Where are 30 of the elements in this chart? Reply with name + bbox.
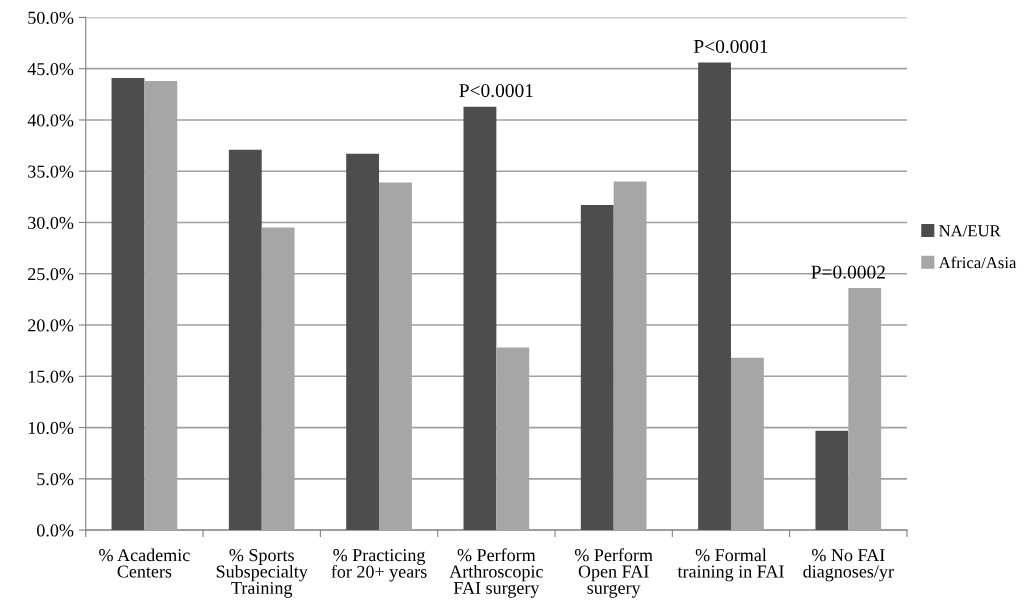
x-tick-label: % Sports Subspecialty Training bbox=[216, 549, 308, 598]
x-tick-label: % Practicing for 20+ years bbox=[331, 549, 427, 582]
x-tick-label: % No FAI diagnoses/yr bbox=[803, 549, 894, 582]
legend-label: Africa/Asia bbox=[938, 256, 1017, 269]
bar bbox=[463, 106, 497, 531]
annotation: P=0.0002 bbox=[811, 265, 885, 279]
bar bbox=[346, 153, 380, 531]
y-tick-label: 25.0% bbox=[28, 268, 74, 281]
annotation: P<0.0001 bbox=[459, 84, 533, 98]
legend-label: NA/EUR bbox=[939, 225, 1001, 237]
y-tick-label: 20.0% bbox=[28, 319, 74, 332]
bar bbox=[228, 149, 262, 531]
x-tick-label: % Perform Arthroscopic FAI surgery bbox=[449, 548, 543, 598]
bar bbox=[111, 77, 145, 531]
y-tick-label: 5.0% bbox=[37, 473, 74, 486]
y-tick-label: 40.0% bbox=[27, 114, 74, 127]
y-tick-label: 10.0% bbox=[28, 421, 74, 435]
x-tick-label: % Formal training in FAI bbox=[677, 548, 784, 582]
y-tick-label: 15.0% bbox=[28, 370, 74, 383]
annotation: P<0.0001 bbox=[693, 39, 768, 54]
x-tick-label: % Perform Open FAI surgery bbox=[574, 548, 653, 598]
y-tick-label: 35.0% bbox=[28, 165, 74, 178]
y-tick-label: 30.0% bbox=[28, 216, 74, 230]
x-tick-label: % Academic Centers bbox=[99, 548, 190, 578]
bar bbox=[580, 205, 614, 531]
y-tick-label: 45.0% bbox=[27, 62, 74, 76]
y-tick-label: 50.0% bbox=[28, 11, 74, 24]
bar bbox=[815, 430, 849, 531]
bar bbox=[698, 62, 731, 531]
y-tick-label: 0.0% bbox=[37, 524, 74, 537]
